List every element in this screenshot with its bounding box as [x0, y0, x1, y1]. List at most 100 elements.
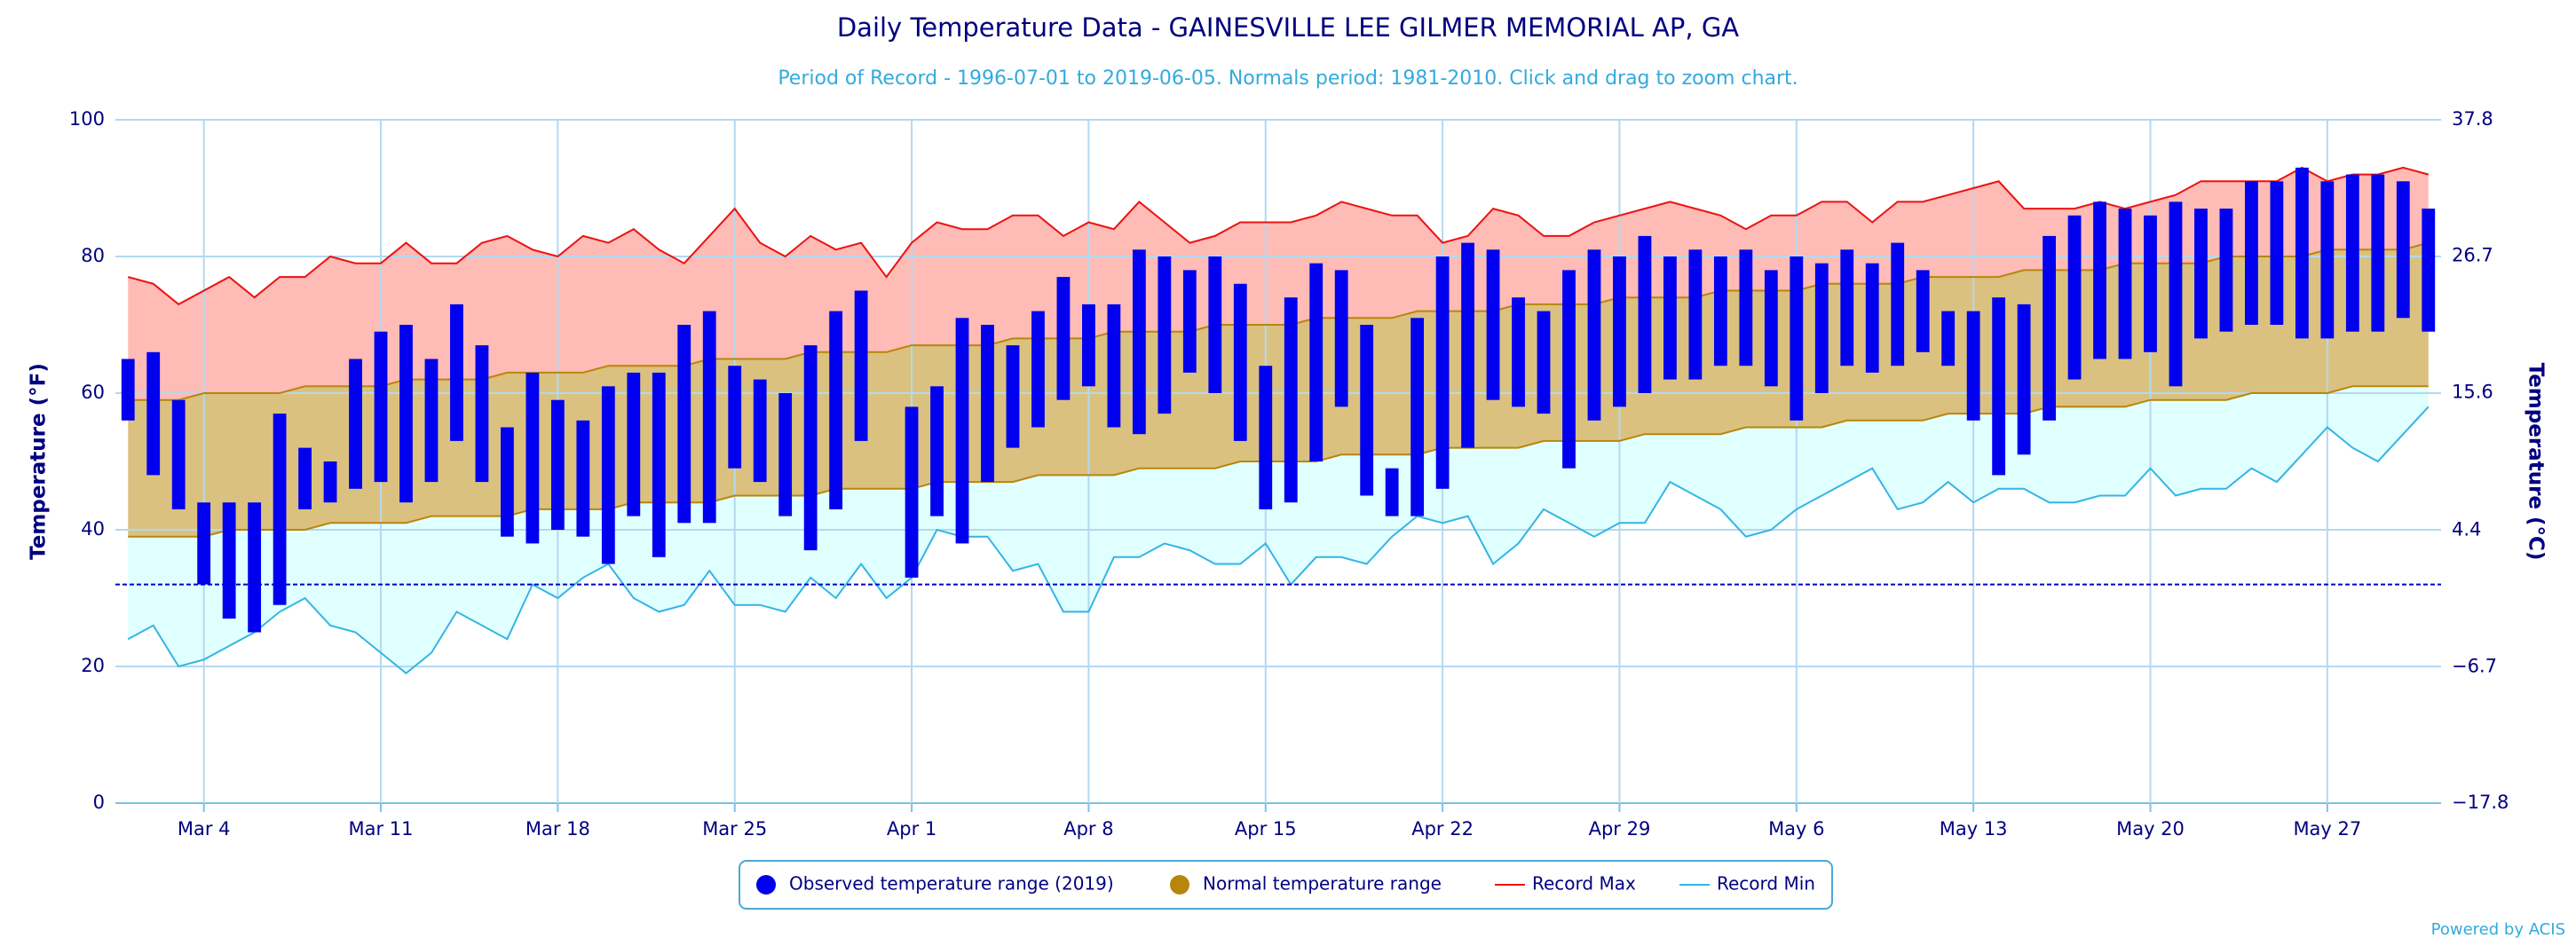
legend-label[interactable]: Record Max	[1532, 873, 1636, 895]
observed-bar	[222, 502, 236, 619]
observed-bar	[854, 290, 868, 441]
chart-subtitle: Period of Record - 1996-07-01 to 2019-06…	[778, 67, 1798, 90]
observed-bar	[1309, 263, 1324, 461]
observed-bar	[829, 311, 843, 509]
record-line	[127, 166, 2430, 306]
x-tick-label: May 27	[2293, 818, 2361, 840]
observed-bar	[1941, 311, 1956, 367]
y2-tick-label: −17.8	[2452, 792, 2509, 813]
x-tick-label: Mar 4	[178, 818, 231, 840]
observed-bar	[525, 372, 540, 544]
x-tick-label: May 6	[1768, 818, 1824, 840]
observed-bar	[1512, 297, 1525, 407]
x-tick-label: May 13	[1940, 818, 2008, 840]
observed-bar	[550, 399, 565, 530]
observed-bar	[1992, 297, 2006, 476]
observed-bar	[2067, 215, 2082, 380]
observed-bar	[1966, 311, 1980, 421]
observed-bar	[399, 325, 413, 503]
observed-bar	[2270, 181, 2284, 325]
observed-bar	[1537, 311, 1551, 414]
legend-label[interactable]: Normal temperature range	[1203, 873, 1442, 895]
x-tick-label: Apr 8	[1063, 818, 1113, 840]
observed-bar	[930, 386, 944, 516]
observed-bar	[1840, 249, 1854, 367]
y2-tick-label: 4.4	[2452, 519, 2481, 540]
observed-bar	[1461, 242, 1474, 448]
x-tick-label: Apr 15	[1235, 818, 1297, 840]
observed-bar	[1360, 325, 1374, 496]
y2-tick-label: 26.7	[2452, 245, 2493, 266]
y-tick-label: 80	[81, 245, 105, 266]
record-line	[127, 406, 2430, 674]
observed-bar	[1056, 277, 1071, 400]
observed-bar	[803, 345, 818, 551]
observed-bar	[1435, 256, 1450, 489]
x-tick-label: Apr 29	[1589, 818, 1651, 840]
observed-bar	[1865, 263, 1879, 373]
observed-bar	[2144, 215, 2157, 352]
observed-bar	[2219, 209, 2233, 332]
observed-bar	[778, 393, 793, 516]
observed-bar	[424, 359, 439, 483]
observed-bar	[652, 372, 666, 557]
y2-tick-label: 15.6	[2452, 381, 2493, 402]
observed-bar	[323, 461, 337, 503]
observed-bar	[1158, 256, 1172, 414]
observed-bar	[702, 311, 716, 524]
observed-bar	[2118, 209, 2132, 359]
y-tick-label: 100	[69, 108, 105, 130]
observed-bar	[273, 414, 287, 605]
observed-bar	[197, 502, 211, 585]
observed-bar	[2169, 201, 2183, 387]
observed-bar	[1031, 311, 1045, 428]
legend-label[interactable]: Observed temperature range (2019)	[789, 873, 1114, 895]
y-tick-label: 20	[81, 655, 105, 676]
credit[interactable]: Powered by ACIS	[2431, 920, 2565, 939]
x-tick-label: Mar 18	[525, 818, 590, 840]
observed-bar	[1891, 242, 1905, 367]
observed-bar	[1814, 263, 1829, 393]
observed-bar	[1132, 249, 1146, 435]
x-tick-label: Apr 22	[1411, 818, 1474, 840]
observed-bar	[349, 359, 362, 489]
observed-bar	[171, 399, 186, 509]
observed-bar	[501, 427, 514, 537]
observed-bar	[1182, 270, 1197, 373]
observed-bar	[1688, 249, 1703, 380]
observed-bar	[1334, 270, 1348, 407]
observed-bar	[1107, 304, 1121, 428]
observed-bar	[1613, 256, 1626, 407]
observed-bar	[2043, 235, 2056, 421]
observed-bar	[1259, 366, 1273, 509]
observed-bar	[2345, 174, 2359, 332]
observed-bar	[1764, 270, 1778, 387]
observed-bar	[728, 366, 742, 469]
observed-bar	[1916, 270, 1930, 352]
observed-bar	[576, 420, 590, 537]
observed-bar	[1587, 249, 1601, 421]
legend-symbol	[1170, 875, 1189, 895]
observed-bar	[450, 304, 463, 441]
chart-title: Daily Temperature Data - GAINESVILLE LEE…	[837, 12, 1739, 43]
observed-bar	[1082, 304, 1095, 387]
observed-bar	[981, 325, 994, 483]
observed-bar	[1284, 297, 1298, 503]
observed-bar	[475, 345, 489, 483]
observed-bar	[121, 359, 135, 421]
observed-bar	[298, 447, 312, 509]
observed-bar	[677, 325, 691, 524]
observed-bar	[601, 386, 615, 564]
observed-bar	[1562, 270, 1576, 469]
x-tick-label: Apr 1	[887, 818, 936, 840]
observed-bar	[2295, 167, 2309, 339]
observed-bar	[2371, 174, 2385, 332]
y-axis-title: Temperature (°F)	[28, 363, 51, 560]
observed-bar	[753, 379, 767, 483]
observed-bar	[2396, 181, 2410, 319]
observed-bar	[1233, 283, 1247, 441]
observed-bar	[2194, 209, 2208, 339]
legend-label[interactable]: Record Min	[1717, 873, 1815, 895]
